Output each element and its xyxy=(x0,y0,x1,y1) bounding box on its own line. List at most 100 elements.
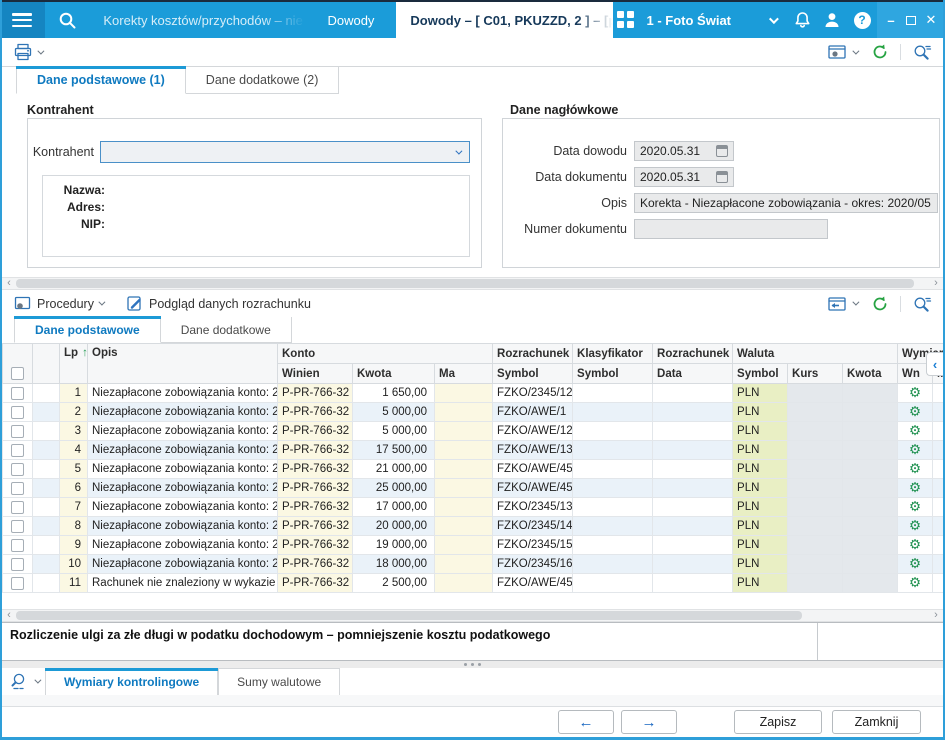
close-button[interactable]: ✕ xyxy=(921,7,941,33)
rozrachunek-symbol-cell[interactable]: FZKO/AWE/1 xyxy=(493,403,573,422)
gear-icon[interactable]: ⚙ xyxy=(909,499,921,514)
kwota-cell[interactable]: 5 000,00 xyxy=(353,422,435,441)
gear-icon[interactable]: ⚙ xyxy=(909,518,921,533)
next-record-button[interactable]: → xyxy=(621,710,677,734)
konto-winien-cell[interactable]: P-PR-766-32 xyxy=(278,384,353,403)
lp-cell[interactable]: 7 xyxy=(60,498,88,517)
col-ma[interactable]: Ma xyxy=(435,364,493,384)
global-search-button[interactable] xyxy=(45,2,90,38)
waluta-symbol-cell[interactable]: PLN xyxy=(733,555,788,574)
konto-ma-cell[interactable] xyxy=(435,460,493,479)
gear-icon[interactable]: ⚙ xyxy=(909,423,921,438)
table-row[interactable]: 5 Niezapłacone zobowiązania konto: 20 P-… xyxy=(3,460,945,479)
rozrachunek-data-cell[interactable] xyxy=(653,536,733,555)
scroll-left-icon[interactable]: ‹ xyxy=(2,278,16,289)
klasyfikator-symbol-cell[interactable] xyxy=(573,479,653,498)
wymiar-wn-cell[interactable]: ⚙ xyxy=(898,574,933,593)
table-row[interactable]: 3 Niezapłacone zobowiązania konto: 20 P-… xyxy=(3,422,945,441)
wymiar-ma-cell[interactable] xyxy=(933,479,945,498)
col-winien[interactable]: Winien xyxy=(278,364,353,384)
konto-winien-cell[interactable]: P-PR-766-32 xyxy=(278,479,353,498)
row-checkbox[interactable] xyxy=(11,539,24,552)
col-group-rozrachunek[interactable]: Rozrachunek xyxy=(493,344,573,364)
wymiar-ma-cell[interactable] xyxy=(933,460,945,479)
klasyfikator-symbol-cell[interactable] xyxy=(573,460,653,479)
rozrachunek-data-cell[interactable] xyxy=(653,555,733,574)
konto-winien-cell[interactable]: P-PR-766-32 xyxy=(278,574,353,593)
rozrachunek-data-cell[interactable] xyxy=(653,574,733,593)
klasyfikator-symbol-cell[interactable] xyxy=(573,574,653,593)
table-row[interactable]: 2 Niezapłacone zobowiązania konto: 20 P-… xyxy=(3,403,945,422)
scroll-right-icon[interactable]: › xyxy=(929,610,943,621)
calendar-icon[interactable] xyxy=(716,145,728,157)
gear-icon[interactable]: ⚙ xyxy=(909,556,921,571)
analysis-button[interactable] xyxy=(2,668,45,695)
wymiar-wn-cell[interactable]: ⚙ xyxy=(898,441,933,460)
waluta-symbol-cell[interactable]: PLN xyxy=(733,517,788,536)
wymiar-ma-cell[interactable] xyxy=(933,574,945,593)
kwota-cell[interactable]: 20 000,00 xyxy=(353,517,435,536)
table-row[interactable]: 8 Niezapłacone zobowiązania konto: 20 P-… xyxy=(3,517,945,536)
rozrachunek-symbol-cell[interactable]: FZKO/2345/15 xyxy=(493,536,573,555)
refresh-button[interactable] xyxy=(868,41,892,63)
rozrachunek-data-cell[interactable] xyxy=(653,460,733,479)
wymiar-wn-cell[interactable]: ⚙ xyxy=(898,555,933,574)
gear-icon[interactable]: ⚙ xyxy=(909,404,921,419)
col-group-waluta[interactable]: Waluta xyxy=(733,344,898,364)
kwota-cell[interactable]: 17 500,00 xyxy=(353,441,435,460)
lp-cell[interactable]: 4 xyxy=(60,441,88,460)
konto-ma-cell[interactable] xyxy=(435,517,493,536)
klasyfikator-symbol-cell[interactable] xyxy=(573,555,653,574)
help-button[interactable]: ? xyxy=(847,12,877,29)
wymiar-wn-cell[interactable]: ⚙ xyxy=(898,384,933,403)
kwota-cell[interactable]: 1 650,00 xyxy=(353,384,435,403)
tab-dowody-active[interactable]: Dowody – [ C01, PKUZZD, 2 ] – [pod xyxy=(396,2,612,38)
opis-cell[interactable]: Niezapłacone zobowiązania konto: 20 xyxy=(88,422,278,441)
company-dropdown-button[interactable] xyxy=(757,17,787,24)
gear-icon[interactable]: ⚙ xyxy=(909,385,921,400)
row-checkbox[interactable] xyxy=(11,444,24,457)
grid-refresh-button[interactable] xyxy=(868,293,892,315)
tab-dowody[interactable]: Dowody xyxy=(305,2,396,38)
wymiar-wn-cell[interactable]: ⚙ xyxy=(898,403,933,422)
col-lp[interactable]: Lp↑ xyxy=(60,344,88,384)
konto-ma-cell[interactable] xyxy=(435,555,493,574)
konto-ma-cell[interactable] xyxy=(435,574,493,593)
konto-ma-cell[interactable] xyxy=(435,441,493,460)
wymiar-ma-cell[interactable] xyxy=(933,441,945,460)
grid-search-button[interactable] xyxy=(909,293,935,315)
klasyfikator-symbol-cell[interactable] xyxy=(573,384,653,403)
konto-winien-cell[interactable]: P-PR-766-32 xyxy=(278,441,353,460)
rozrachunek-data-cell[interactable] xyxy=(653,498,733,517)
scroll-right-icon[interactable]: › xyxy=(929,278,943,289)
tab-wymiary-kontrolingowe[interactable]: Wymiary kontrolingowe xyxy=(45,668,218,695)
row-checkbox[interactable] xyxy=(11,425,24,438)
lp-cell[interactable]: 3 xyxy=(60,422,88,441)
table-row[interactable]: 1 Niezapłacone zobowiązania konto: 20 P-… xyxy=(3,384,945,403)
opis-cell[interactable]: Rachunek nie znaleziony w wykazie p xyxy=(88,574,278,593)
table-row[interactable]: 4 Niezapłacone zobowiązania konto: 20 P-… xyxy=(3,441,945,460)
collapse-panel-button[interactable]: ‹ xyxy=(926,352,943,376)
klasyfikator-symbol-cell[interactable] xyxy=(573,403,653,422)
maximize-button[interactable] xyxy=(901,7,921,33)
waluta-symbol-cell[interactable]: PLN xyxy=(733,574,788,593)
konto-ma-cell[interactable] xyxy=(435,403,493,422)
opis-cell[interactable]: Niezapłacone zobowiązania konto: 20 xyxy=(88,403,278,422)
wymiar-wn-cell[interactable]: ⚙ xyxy=(898,422,933,441)
lp-cell[interactable]: 6 xyxy=(60,479,88,498)
scroll-left-icon[interactable]: ‹ xyxy=(2,610,16,621)
konto-winien-cell[interactable]: P-PR-766-32 xyxy=(278,555,353,574)
row-checkbox[interactable] xyxy=(11,387,24,400)
calendar-icon[interactable] xyxy=(716,171,728,183)
klasyfikator-symbol-cell[interactable] xyxy=(573,441,653,460)
lp-cell[interactable]: 11 xyxy=(60,574,88,593)
rozrachunek-symbol-cell[interactable]: FZKO/AWE/45 xyxy=(493,574,573,593)
klasyfikator-symbol-cell[interactable] xyxy=(573,536,653,555)
konto-ma-cell[interactable] xyxy=(435,536,493,555)
grid-tab-dane-podstawowe[interactable]: Dane podstawowe xyxy=(14,317,161,343)
kwota-cell[interactable]: 21 000,00 xyxy=(353,460,435,479)
wymiar-wn-cell[interactable]: ⚙ xyxy=(898,498,933,517)
upper-horizontal-scrollbar[interactable]: ‹ › xyxy=(2,277,943,290)
col-rozr-symbol[interactable]: Symbol xyxy=(493,364,573,384)
scrollbar-thumb[interactable] xyxy=(16,611,802,620)
